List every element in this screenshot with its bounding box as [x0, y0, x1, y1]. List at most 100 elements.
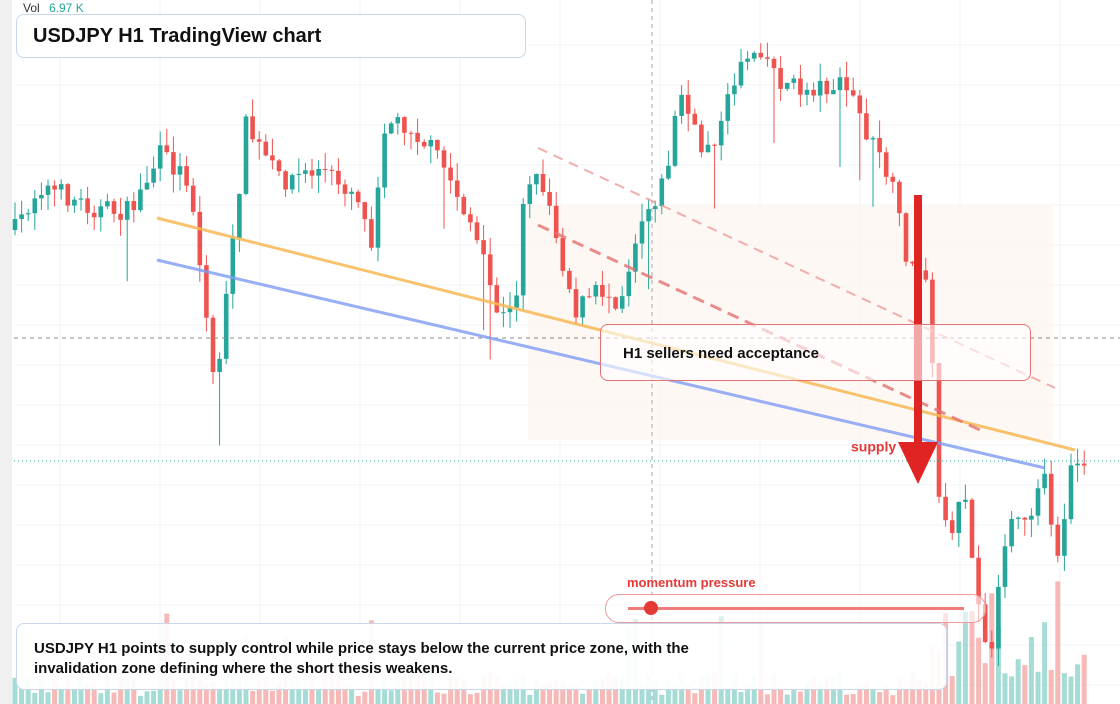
volume-bar — [217, 688, 223, 704]
candle-body — [395, 117, 401, 124]
candle-body — [784, 82, 790, 89]
volume-bar — [124, 680, 130, 704]
vol-value: 6.97 K — [49, 1, 84, 15]
candle-body — [25, 213, 31, 215]
candle-body — [573, 289, 579, 318]
volume-bar — [454, 678, 460, 704]
candle-body — [421, 141, 427, 147]
volume-bar — [210, 681, 216, 704]
volume-bar — [58, 685, 64, 704]
volume-bar — [804, 682, 810, 704]
volume-bar — [481, 676, 487, 704]
candle-body — [864, 113, 869, 140]
volume-bar — [553, 680, 559, 704]
candle-body — [276, 160, 282, 172]
candle-body — [349, 191, 354, 194]
volume-bar — [725, 688, 731, 704]
volume-bar — [32, 692, 38, 704]
volume-bar — [250, 690, 256, 704]
candle-body — [1035, 488, 1041, 516]
candle-body — [316, 168, 321, 176]
candle-body — [1009, 518, 1014, 547]
candle-body — [105, 201, 110, 207]
volume-bar — [1075, 664, 1081, 704]
volume-bar — [170, 676, 176, 704]
volume-bar — [890, 695, 896, 704]
candle-body — [692, 113, 698, 125]
zone-label: supply — [851, 439, 896, 455]
candle-body — [78, 198, 84, 200]
candle-body — [547, 192, 552, 206]
volume-bar — [316, 687, 322, 704]
volume-bar — [71, 686, 77, 704]
volume-bar — [1042, 622, 1048, 704]
volume-bar — [474, 692, 480, 704]
candle-body — [600, 285, 605, 297]
candle-body — [151, 168, 156, 183]
candle-body — [355, 191, 361, 203]
candle-body — [197, 211, 203, 266]
candle-body — [184, 166, 189, 186]
candle-body — [329, 169, 335, 171]
candle-body — [131, 201, 137, 211]
volume-bar — [388, 690, 394, 704]
candle-body — [725, 94, 731, 121]
volume-bar — [85, 683, 91, 704]
volume-bar — [19, 678, 25, 704]
volume-bar — [566, 687, 572, 704]
candle-body — [342, 184, 348, 194]
candle-body — [613, 297, 618, 309]
volume-bar — [448, 678, 454, 704]
candle-body — [619, 296, 625, 309]
volume-bar — [45, 692, 51, 704]
candle-body — [751, 52, 757, 59]
candle-body — [606, 296, 612, 298]
meter-track — [628, 607, 964, 610]
volume-bar — [738, 692, 744, 704]
volume-bar — [863, 681, 869, 704]
candle-body — [883, 152, 889, 177]
candle-body — [270, 155, 275, 161]
candle-body — [738, 61, 744, 86]
candle-body — [877, 137, 882, 153]
candle-body — [936, 363, 942, 497]
candle-body — [428, 139, 434, 147]
candle-body — [520, 203, 526, 296]
volume-bar — [692, 693, 698, 704]
volume-bar — [434, 692, 440, 704]
volume-bar — [177, 690, 183, 704]
volume-bar — [91, 681, 97, 704]
candle-body — [732, 85, 737, 95]
volume-bar — [830, 677, 836, 704]
candle-body — [639, 221, 645, 244]
candle-body — [540, 174, 546, 193]
candle-body — [659, 178, 665, 207]
candle-body — [943, 496, 948, 521]
candle-body — [672, 115, 678, 166]
candle-body — [910, 261, 915, 264]
volume-bar — [764, 694, 770, 704]
candle-body — [19, 214, 24, 220]
candle-body — [1081, 463, 1087, 466]
candle-body — [824, 80, 830, 95]
candle-body — [230, 238, 236, 294]
candle-body — [897, 181, 902, 214]
volume-bar — [289, 676, 295, 704]
volume-bar — [269, 690, 275, 704]
volume-bar — [1081, 654, 1087, 704]
volume-bar — [533, 680, 539, 704]
candle-body — [217, 358, 222, 373]
volume-bar — [223, 679, 229, 704]
candle-body — [12, 219, 18, 230]
candle-body — [963, 499, 968, 502]
candle-body — [501, 312, 506, 314]
candle-body — [791, 78, 797, 83]
volume-bar — [824, 676, 830, 704]
volume-bar — [1015, 659, 1021, 704]
volume-bar — [1048, 669, 1054, 704]
candle-body — [32, 198, 38, 214]
candle-body — [461, 196, 467, 215]
candle-body — [65, 184, 71, 206]
candle-body — [712, 144, 717, 146]
candle-body — [468, 214, 473, 223]
